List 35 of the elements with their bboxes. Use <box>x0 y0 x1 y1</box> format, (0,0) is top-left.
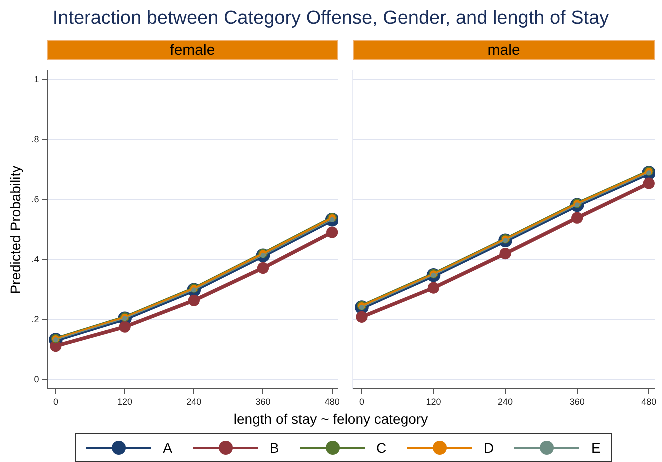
point <box>500 248 512 260</box>
legend-label: B <box>270 440 280 456</box>
y-tick-label: .6 <box>32 194 40 205</box>
x-axis-title: length of stay ~ felony category <box>232 411 430 427</box>
y-tick-label: .4 <box>32 254 40 265</box>
point <box>428 282 440 294</box>
x-tick-label: 120 <box>118 397 133 408</box>
x-tick-label: 0 <box>359 397 364 408</box>
legend-label: A <box>163 440 173 456</box>
y-tick-label: 0 <box>34 374 40 385</box>
x-tick-label: 360 <box>570 397 585 408</box>
x-tick-label: 120 <box>426 397 442 408</box>
point <box>356 311 368 323</box>
legend-label: E <box>591 440 601 456</box>
y-tick-label: .8 <box>32 134 40 145</box>
x-tick-label: 480 <box>324 397 340 408</box>
chart-title: Interaction between Category Offense, Gender, and length of Stay <box>52 8 610 30</box>
point <box>572 212 584 224</box>
chart-subtitle: female <box>47 40 338 60</box>
point <box>188 294 200 306</box>
x-tick-label: 240 <box>186 397 202 408</box>
point <box>257 262 270 274</box>
point <box>326 226 338 238</box>
legend-label: C <box>376 440 387 456</box>
point <box>119 321 131 333</box>
legend-label: D <box>484 440 494 456</box>
x-tick-label: 360 <box>256 397 271 408</box>
x-tick-label: 480 <box>642 397 657 408</box>
y-tick-label: .2 <box>32 314 40 325</box>
y-tick-label: 1 <box>34 74 40 84</box>
chart-subtitle: male <box>353 40 656 60</box>
x-tick-label: 240 <box>498 397 514 408</box>
point <box>643 178 655 190</box>
x-tick-label: 0 <box>53 397 58 408</box>
y-axis-title: Predicted Probability <box>7 166 24 294</box>
